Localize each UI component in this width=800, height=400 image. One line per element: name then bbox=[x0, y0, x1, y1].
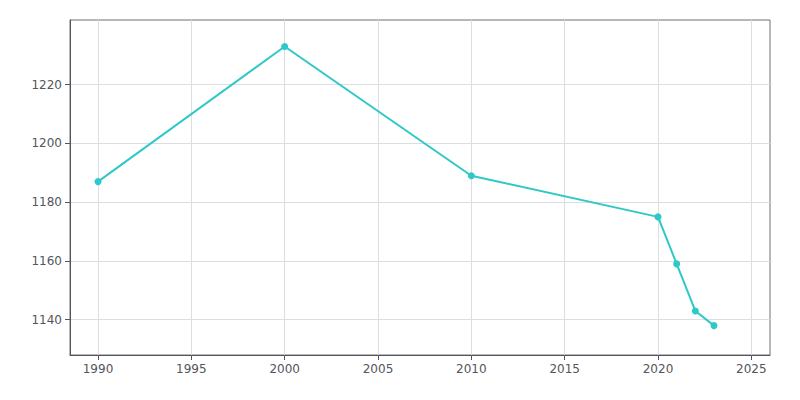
svg-text:2010: 2010 bbox=[456, 362, 487, 376]
svg-text:1200: 1200 bbox=[31, 136, 62, 150]
svg-text:2000: 2000 bbox=[269, 362, 300, 376]
svg-text:2005: 2005 bbox=[363, 362, 394, 376]
svg-text:1220: 1220 bbox=[31, 78, 62, 92]
svg-text:1995: 1995 bbox=[176, 362, 207, 376]
svg-text:2025: 2025 bbox=[736, 362, 767, 376]
svg-text:1160: 1160 bbox=[31, 254, 62, 268]
svg-text:1180: 1180 bbox=[31, 195, 62, 209]
svg-text:1140: 1140 bbox=[31, 313, 62, 327]
svg-text:2015: 2015 bbox=[549, 362, 580, 376]
svg-text:1990: 1990 bbox=[83, 362, 114, 376]
svg-text:2020: 2020 bbox=[643, 362, 674, 376]
